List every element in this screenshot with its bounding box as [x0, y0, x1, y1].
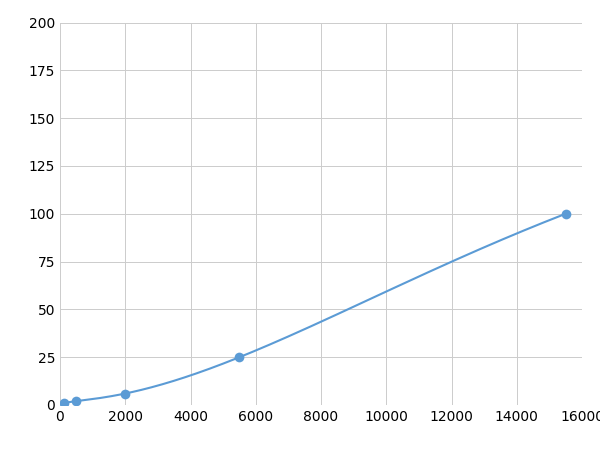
Point [121, 390, 130, 397]
Point [235, 354, 244, 361]
Point [59, 400, 69, 407]
Point [561, 210, 571, 217]
Point [71, 398, 81, 405]
